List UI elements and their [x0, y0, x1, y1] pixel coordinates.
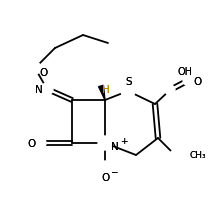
Text: O: O [40, 68, 48, 78]
Text: O: O [27, 139, 35, 149]
Text: S: S [126, 77, 132, 87]
Text: N: N [35, 85, 43, 95]
Text: O: O [193, 77, 201, 87]
Text: CH₃: CH₃ [189, 151, 206, 159]
Circle shape [165, 85, 175, 95]
Circle shape [29, 62, 41, 74]
Polygon shape [99, 85, 105, 100]
Text: H: H [102, 85, 110, 95]
Text: +: + [120, 136, 128, 146]
Circle shape [34, 137, 46, 149]
Circle shape [183, 74, 195, 86]
Text: O: O [102, 173, 110, 183]
Text: +: + [120, 136, 128, 146]
Text: −: − [110, 168, 118, 176]
Text: S: S [126, 77, 132, 87]
Text: OH: OH [178, 67, 193, 77]
Text: −: − [110, 168, 118, 176]
Circle shape [121, 84, 135, 98]
Text: H: H [102, 85, 110, 95]
Text: CH₃: CH₃ [189, 151, 206, 159]
Text: N: N [111, 142, 119, 152]
Text: O: O [40, 68, 48, 78]
Text: OH: OH [178, 67, 193, 77]
Circle shape [170, 150, 180, 160]
Circle shape [98, 136, 112, 150]
Text: O: O [193, 77, 201, 87]
Text: N: N [111, 142, 119, 152]
Circle shape [41, 83, 53, 95]
Circle shape [98, 161, 112, 175]
Text: O: O [102, 173, 110, 183]
Text: N: N [35, 85, 43, 95]
Text: O: O [27, 139, 35, 149]
